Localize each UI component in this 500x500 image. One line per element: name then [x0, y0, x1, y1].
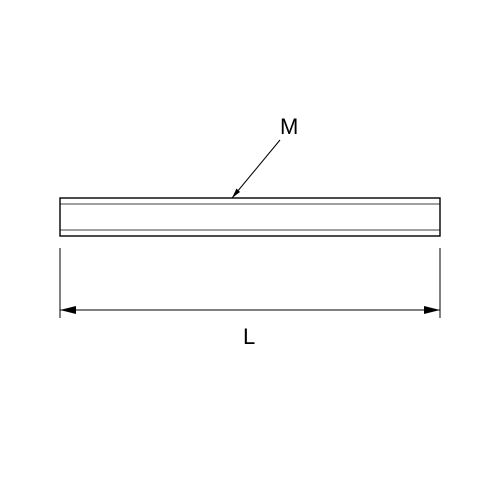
label-length: L — [243, 324, 255, 350]
callout-leader — [232, 140, 280, 198]
label-thread: M — [280, 114, 298, 140]
dim-arrow-left — [60, 306, 76, 314]
technical-drawing: M L — [0, 0, 500, 500]
drawing-svg — [0, 0, 500, 500]
dim-arrow-right — [424, 306, 440, 314]
